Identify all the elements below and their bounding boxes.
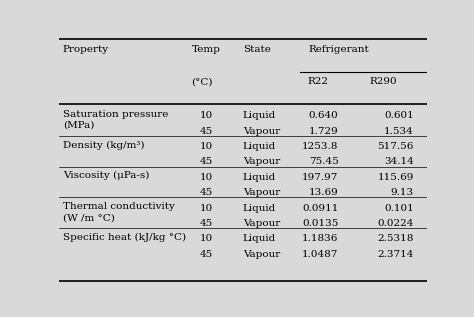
Text: 10: 10	[200, 142, 213, 151]
Text: Liquid: Liquid	[243, 204, 276, 212]
Text: 10: 10	[200, 234, 213, 243]
Text: Vapour: Vapour	[243, 219, 280, 228]
Text: 0.101: 0.101	[384, 204, 414, 212]
Text: 45: 45	[200, 158, 213, 166]
Text: R22: R22	[307, 77, 328, 86]
Text: 9.13: 9.13	[391, 188, 414, 197]
Text: 0.640: 0.640	[309, 111, 338, 120]
Text: Vapour: Vapour	[243, 158, 280, 166]
Text: 45: 45	[200, 127, 213, 136]
Text: 10: 10	[200, 173, 213, 182]
Text: 0.601: 0.601	[384, 111, 414, 120]
Text: 75.45: 75.45	[309, 158, 338, 166]
Text: 2.3714: 2.3714	[377, 250, 414, 259]
Text: 34.14: 34.14	[384, 158, 414, 166]
Text: Property: Property	[63, 45, 109, 54]
Text: Density (kg/m³): Density (kg/m³)	[63, 140, 145, 150]
Text: 13.69: 13.69	[309, 188, 338, 197]
Text: State: State	[243, 45, 271, 54]
Text: Vapour: Vapour	[243, 188, 280, 197]
Text: Vapour: Vapour	[243, 250, 280, 259]
Text: 45: 45	[200, 188, 213, 197]
Text: 0.0135: 0.0135	[302, 219, 338, 228]
Text: 1.0487: 1.0487	[302, 250, 338, 259]
Text: Specific heat (kJ/kg °C): Specific heat (kJ/kg °C)	[63, 233, 186, 242]
Text: Vapour: Vapour	[243, 127, 280, 136]
Text: Liquid: Liquid	[243, 173, 276, 182]
Text: 197.97: 197.97	[302, 173, 338, 182]
Text: 115.69: 115.69	[377, 173, 414, 182]
Text: Temp: Temp	[191, 45, 220, 54]
Text: Liquid: Liquid	[243, 111, 276, 120]
Text: 0.0911: 0.0911	[302, 204, 338, 212]
Text: (°C): (°C)	[191, 77, 213, 86]
Text: 45: 45	[200, 219, 213, 228]
Text: Thermal conductivity
(W /m °C): Thermal conductivity (W /m °C)	[63, 202, 175, 222]
Text: 0.0224: 0.0224	[377, 219, 414, 228]
Text: 1253.8: 1253.8	[302, 142, 338, 151]
Text: 10: 10	[200, 111, 213, 120]
Text: 1.1836: 1.1836	[302, 234, 338, 243]
Text: R290: R290	[370, 77, 397, 86]
Text: Liquid: Liquid	[243, 234, 276, 243]
Text: 2.5318: 2.5318	[377, 234, 414, 243]
Text: 10: 10	[200, 204, 213, 212]
Text: 1.534: 1.534	[384, 127, 414, 136]
Text: 1.729: 1.729	[309, 127, 338, 136]
Text: Viscosity (μPa-s): Viscosity (μPa-s)	[63, 171, 149, 180]
Text: 517.56: 517.56	[377, 142, 414, 151]
Text: 45: 45	[200, 250, 213, 259]
Text: Refrigerant: Refrigerant	[308, 45, 369, 54]
Text: Liquid: Liquid	[243, 142, 276, 151]
Text: Saturation pressure
(MPa): Saturation pressure (MPa)	[63, 110, 168, 130]
